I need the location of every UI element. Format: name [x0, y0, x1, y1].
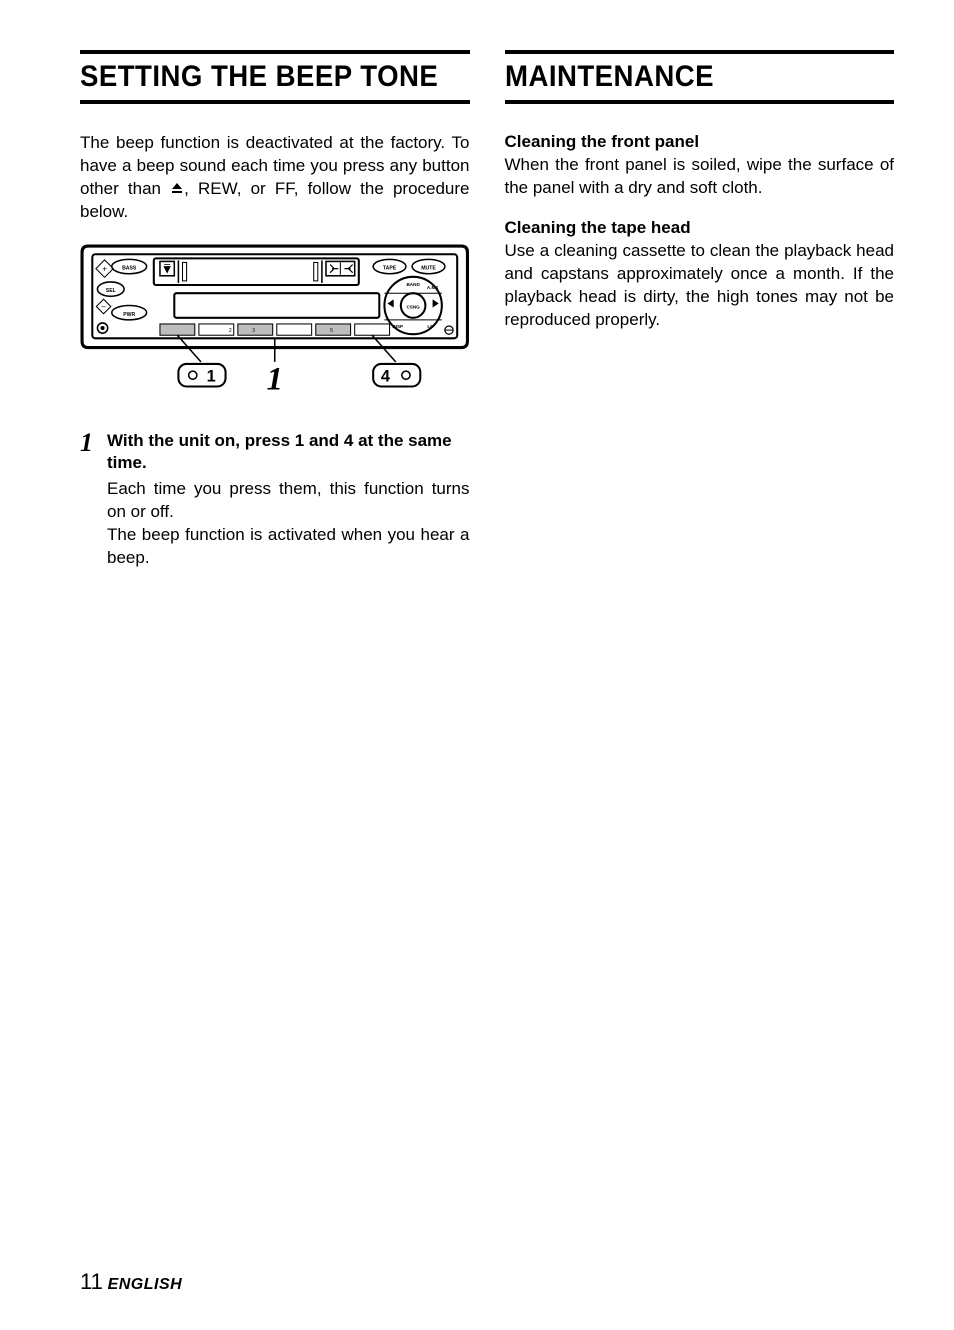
- eject-icon: [170, 178, 184, 201]
- subsection-1-body: Use a cleaning cassette to clean the pla…: [505, 240, 895, 332]
- svg-text:4: 4: [381, 367, 391, 385]
- subsection-0: Cleaning the front panel When the front …: [505, 132, 895, 200]
- left-column: SETTING THE BEEP TONE The beep function …: [80, 50, 470, 570]
- svg-text:CSNG: CSNG: [406, 304, 420, 309]
- svg-text:PWR: PWR: [123, 312, 135, 318]
- intro-text: The beep function is deactivated at the …: [80, 132, 470, 224]
- svg-text:−: −: [101, 302, 106, 311]
- right-title: MAINTENANCE: [505, 60, 863, 94]
- page-number: 11: [80, 1269, 103, 1294]
- svg-text:5: 5: [330, 328, 333, 334]
- right-section-header: MAINTENANCE: [505, 50, 895, 104]
- svg-text:LO: LO: [427, 324, 434, 329]
- svg-text:MUTE: MUTE: [421, 265, 436, 271]
- step-content: With the unit on, press 1 and 4 at the s…: [107, 430, 470, 570]
- step-body: Each time you press them, this function …: [107, 478, 470, 570]
- radio-diagram: BASS + SEL − PWR: [80, 244, 470, 403]
- svg-text:BASS: BASS: [122, 265, 137, 271]
- svg-text:2: 2: [229, 328, 232, 334]
- svg-text:1: 1: [207, 367, 216, 385]
- left-title: SETTING THE BEEP TONE: [80, 60, 438, 94]
- svg-text:SEL: SEL: [106, 288, 116, 294]
- subsection-0-title: Cleaning the front panel: [505, 132, 895, 152]
- step-title: With the unit on, press 1 and 4 at the s…: [107, 430, 470, 474]
- subsection-0-body: When the front panel is soiled, wipe the…: [505, 154, 895, 200]
- svg-text:DISP: DISP: [392, 324, 403, 329]
- page-content: SETTING THE BEEP TONE The beep function …: [80, 50, 894, 570]
- svg-text:BAND: BAND: [406, 282, 420, 287]
- subsection-1: Cleaning the tape head Use a cleaning ca…: [505, 218, 895, 332]
- svg-text:3: 3: [252, 328, 255, 334]
- svg-text:TAPE: TAPE: [383, 265, 397, 271]
- svg-text:1: 1: [267, 361, 283, 397]
- page-lang: ENGLISH: [108, 1276, 183, 1293]
- page-footer: 11 ENGLISH: [80, 1269, 182, 1295]
- subsection-1-title: Cleaning the tape head: [505, 218, 895, 238]
- svg-text:+: +: [102, 264, 107, 273]
- svg-text:A.MS: A.MS: [427, 285, 439, 290]
- left-section-header: SETTING THE BEEP TONE: [80, 50, 470, 104]
- step-1: 1 With the unit on, press 1 and 4 at the…: [80, 430, 470, 570]
- diagram-container: BASS + SEL − PWR: [80, 244, 470, 408]
- right-column: MAINTENANCE Cleaning the front panel Whe…: [505, 50, 895, 570]
- step-number: 1: [80, 430, 93, 570]
